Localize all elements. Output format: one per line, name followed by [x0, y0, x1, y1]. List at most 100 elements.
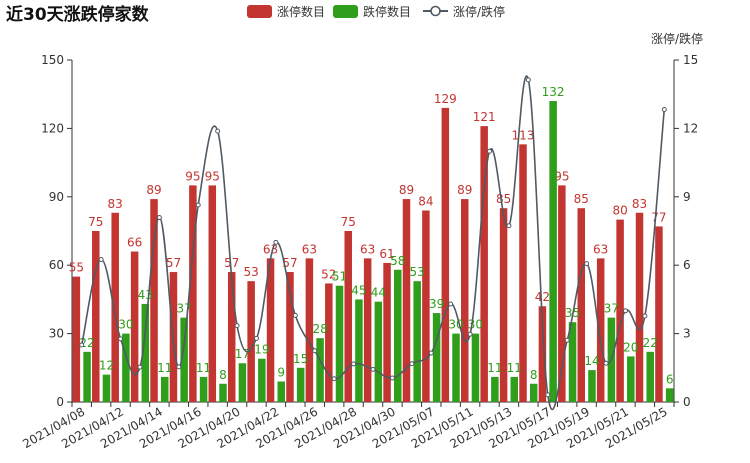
ratio-point[interactable]	[195, 202, 201, 208]
limit-up-bar[interactable]	[480, 126, 488, 403]
limit-up-bar[interactable]	[92, 231, 100, 402]
ratio-point[interactable]	[234, 323, 240, 329]
limit-down-bar[interactable]	[219, 383, 227, 402]
limit-up-bar[interactable]	[305, 258, 314, 402]
limit-down-value-label: 30	[468, 318, 483, 332]
ratio-point[interactable]	[448, 301, 454, 307]
limit-down-bar[interactable]	[568, 322, 577, 402]
ratio-point[interactable]	[525, 77, 531, 83]
ratio-point[interactable]	[545, 392, 551, 398]
limit-down-bar[interactable]	[549, 101, 557, 402]
y-right-tick-label: 3	[683, 327, 691, 341]
limit-down-bar[interactable]	[335, 285, 344, 402]
limit-down-bar[interactable]	[491, 376, 499, 402]
legend[interactable]: 涨停数目 跌停数目 涨停/跌停	[247, 4, 505, 19]
ratio-point[interactable]	[642, 313, 648, 319]
ratio-point[interactable]	[118, 336, 124, 342]
ratio-point[interactable]	[156, 215, 162, 221]
limit-down-bar[interactable]	[374, 301, 383, 402]
limit-down-bar[interactable]	[665, 388, 674, 402]
limit-up-bar[interactable]	[655, 226, 663, 402]
limit-up-bar[interactable]	[519, 144, 527, 403]
limit-down-bar[interactable]	[199, 376, 208, 402]
y-left-tick-label: 150	[41, 53, 64, 67]
limit-down-bar[interactable]	[102, 374, 111, 402]
ratio-point[interactable]	[79, 342, 85, 348]
limit-down-bar[interactable]	[394, 269, 402, 402]
limit-down-bar[interactable]	[471, 333, 480, 402]
limit-up-bar[interactable]	[499, 208, 508, 402]
limit-up-bar[interactable]	[227, 272, 236, 402]
limit-down-bar[interactable]	[180, 317, 188, 402]
ratio-point[interactable]	[98, 257, 104, 262]
limit-down-bar[interactable]	[316, 338, 324, 402]
ratio-point[interactable]	[331, 376, 337, 382]
limit-up-bar[interactable]	[538, 306, 547, 402]
ratio-point[interactable]	[584, 261, 590, 267]
ratio-point[interactable]	[564, 337, 570, 343]
limit-up-bar[interactable]	[402, 199, 411, 402]
limit-down-bar[interactable]	[258, 358, 266, 402]
ratio-point[interactable]	[389, 375, 395, 381]
limit-down-bar[interactable]	[432, 313, 441, 402]
ratio-point[interactable]	[351, 361, 357, 367]
ratio-point[interactable]	[253, 335, 259, 341]
legend-item[interactable]: 涨停/跌停	[423, 4, 505, 19]
limit-down-bar[interactable]	[296, 367, 305, 402]
limit-up-bar[interactable]	[72, 276, 81, 402]
limit-down-bar[interactable]	[160, 376, 169, 402]
legend-item[interactable]: 涨停数目	[247, 4, 325, 19]
limit-up-bar[interactable]	[266, 258, 275, 402]
limit-up-bar[interactable]	[208, 185, 217, 402]
limit-up-bar[interactable]	[325, 283, 333, 402]
limit-up-bar[interactable]	[596, 258, 605, 402]
ratio-point[interactable]	[428, 350, 434, 356]
limit-up-bar[interactable]	[363, 258, 372, 402]
limit-up-bar[interactable]	[344, 231, 352, 402]
limit-up-value-label: 95	[205, 169, 220, 183]
limit-down-bar[interactable]	[122, 333, 130, 402]
limit-down-bar[interactable]	[413, 281, 421, 402]
legend-swatch	[247, 5, 272, 18]
limit-down-bar[interactable]	[238, 363, 247, 402]
ratio-point[interactable]	[176, 364, 182, 370]
ratio-point[interactable]	[273, 239, 279, 245]
ratio-point[interactable]	[215, 128, 221, 134]
limit-up-bar[interactable]	[286, 272, 294, 402]
ratio-point[interactable]	[506, 223, 512, 229]
limit-down-bar[interactable]	[452, 333, 460, 402]
ratio-point[interactable]	[661, 106, 667, 112]
limit-up-bar[interactable]	[422, 210, 430, 402]
limit-up-bar[interactable]	[130, 251, 139, 402]
ratio-point[interactable]	[487, 148, 493, 154]
limit-up-bar[interactable]	[635, 212, 644, 402]
ratio-point[interactable]	[137, 364, 143, 370]
limit-down-bar[interactable]	[141, 303, 150, 402]
ratio-point[interactable]	[622, 308, 628, 314]
limit-down-bar[interactable]	[588, 370, 596, 402]
limit-up-bar[interactable]	[189, 185, 197, 402]
ratio-point[interactable]	[292, 312, 298, 318]
ratio-point[interactable]	[603, 360, 609, 366]
limit-down-bar[interactable]	[646, 351, 654, 402]
limit-down-bar[interactable]	[355, 299, 363, 402]
limit-down-bar[interactable]	[529, 383, 538, 402]
limit-up-bar[interactable]	[150, 199, 158, 402]
ratio-point[interactable]	[312, 348, 318, 354]
ratio-point[interactable]	[467, 331, 473, 337]
ratio-point[interactable]	[409, 361, 415, 367]
limit-up-bar[interactable]	[577, 208, 586, 402]
limit-down-bar[interactable]	[277, 381, 286, 402]
limit-up-bar[interactable]	[616, 219, 624, 402]
ratio-point[interactable]	[370, 366, 376, 372]
limit-up-bar[interactable]	[441, 107, 450, 402]
limit-up-bar[interactable]	[247, 281, 255, 402]
limit-up-bar[interactable]	[460, 199, 469, 402]
limit-up-bar[interactable]	[558, 185, 566, 402]
limit-down-bar[interactable]	[83, 351, 91, 402]
limit-down-bar[interactable]	[627, 356, 635, 402]
limit-down-bar[interactable]	[510, 376, 519, 402]
legend-item[interactable]: 跌停数目	[333, 4, 411, 19]
limit-up-bar[interactable]	[383, 262, 391, 402]
limit-up-bar[interactable]	[111, 212, 119, 402]
